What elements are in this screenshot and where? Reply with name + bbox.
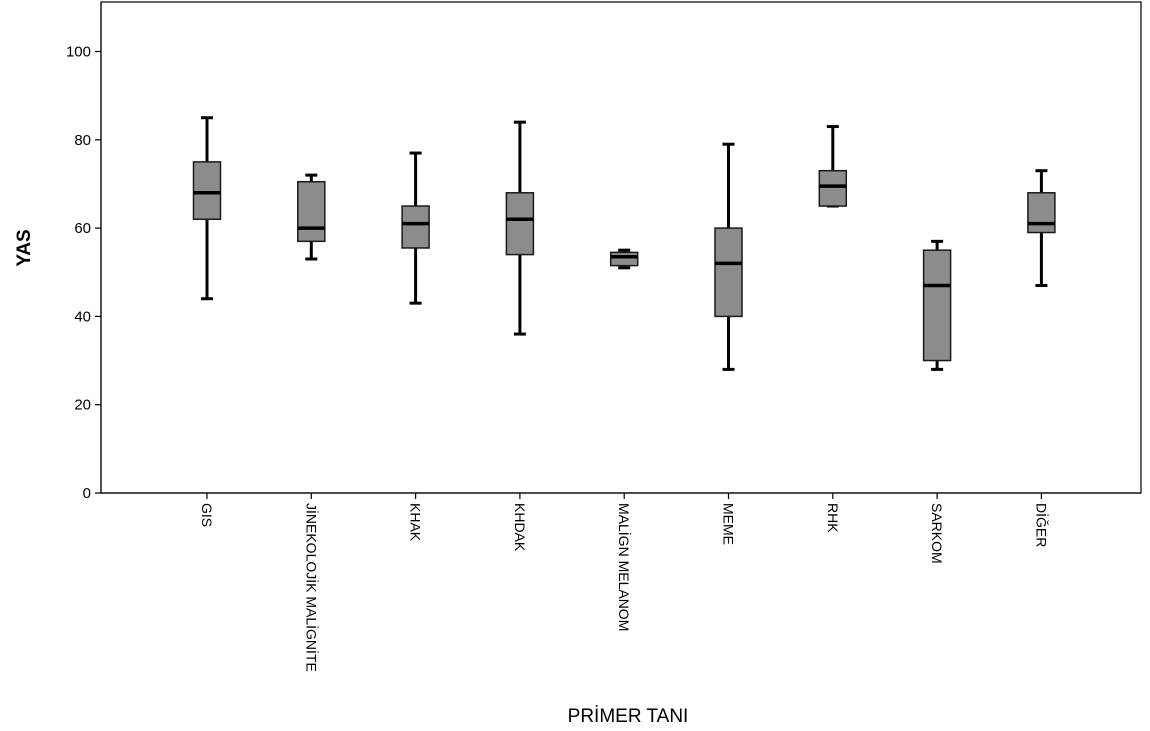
box-2 [401, 151, 430, 305]
box-3 [505, 120, 535, 336]
box-4 [609, 248, 639, 270]
box-6 [818, 125, 848, 208]
y-tick-label: 20 [74, 397, 91, 414]
box-1 [297, 173, 326, 261]
iqr-box [192, 161, 222, 221]
x-tick-label: SARKOM [929, 503, 945, 564]
plot-frame [100, 1, 1142, 494]
iqr-box [401, 205, 430, 249]
x-tick-label: MALİGN MELANOM [616, 503, 633, 631]
x-tick-label: DİĞER [1033, 503, 1050, 547]
iqr-box [1027, 192, 1056, 234]
iqr-box [609, 251, 639, 267]
box-5 [714, 142, 743, 371]
iqr-box [505, 192, 535, 256]
y-tick-label: 0 [83, 485, 91, 502]
box-7 [922, 239, 952, 371]
x-tick-label: MEME [721, 503, 737, 545]
y-tick-label: 40 [74, 308, 91, 325]
x-axis-ticks: GIS JİNEKOLOJİK MALİGNİTE KHAK KHDAK MALİGN … [199, 493, 1050, 672]
iqr-box [297, 180, 326, 243]
x-axis-title: PRİMER TANI [568, 706, 689, 727]
y-axis-ticks: 0 20 40 60 80 100 [66, 44, 101, 502]
x-tick-label: KHDAK [512, 503, 528, 552]
box-8 [1027, 169, 1056, 287]
iqr-box [922, 249, 952, 362]
box-0 [192, 116, 222, 301]
x-tick-label: KHAK [408, 503, 424, 542]
box-series [192, 116, 1056, 371]
iqr-box [818, 169, 848, 207]
y-axis-title: YAS [14, 229, 35, 266]
y-tick-label: 80 [74, 132, 91, 149]
iqr-box [714, 227, 743, 318]
x-tick-label: JİNEKOLOJİK MALİGNİTE [303, 503, 320, 672]
y-tick-label: 100 [66, 44, 91, 61]
y-tick-label: 60 [74, 220, 91, 237]
x-tick-label: RHK [825, 503, 841, 533]
x-tick-label: GIS [199, 503, 215, 527]
